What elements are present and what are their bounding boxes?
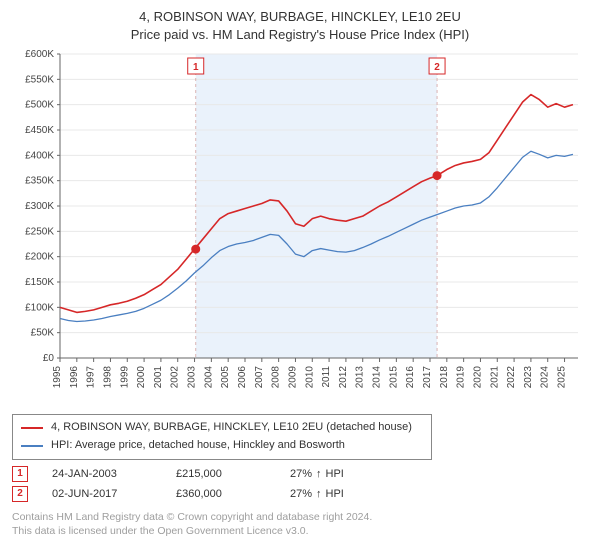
svg-text:2013: 2013 xyxy=(355,366,366,389)
svg-text:£400K: £400K xyxy=(25,151,54,162)
title-main: 4, ROBINSON WAY, BURBAGE, HINCKLEY, LE10… xyxy=(12,8,588,26)
sale-relative: 27% ↑ HPI xyxy=(290,468,344,480)
svg-text:2018: 2018 xyxy=(439,366,450,389)
svg-text:£600K: £600K xyxy=(25,49,54,60)
svg-text:1995: 1995 xyxy=(52,366,63,389)
svg-text:1998: 1998 xyxy=(102,366,113,389)
svg-text:£0: £0 xyxy=(43,353,55,364)
sale-rel-to: HPI xyxy=(326,468,344,480)
sales-table: 1 24-JAN-2003 £215,000 27% ↑ HPI 2 02-JU… xyxy=(12,464,588,504)
arrow-up-icon: ↑ xyxy=(316,488,322,500)
sale-price: £215,000 xyxy=(176,468,266,480)
sale-row: 1 24-JAN-2003 £215,000 27% ↑ HPI xyxy=(12,464,588,484)
footer-line: This data is licensed under the Open Gov… xyxy=(12,524,588,538)
arrow-up-icon: ↑ xyxy=(316,468,322,480)
title-sub: Price paid vs. HM Land Registry's House … xyxy=(12,26,588,44)
svg-text:2010: 2010 xyxy=(304,366,315,389)
svg-text:£200K: £200K xyxy=(25,252,54,263)
svg-text:2006: 2006 xyxy=(237,366,248,389)
svg-text:2003: 2003 xyxy=(187,366,198,389)
svg-text:2002: 2002 xyxy=(170,366,181,389)
sale-marker-box: 1 xyxy=(12,466,28,482)
chart-area: £0 £50K £100K £150K £200K £250K £300K £350K £400… xyxy=(12,48,588,408)
sale-row: 2 02-JUN-2017 £360,000 27% ↑ HPI xyxy=(12,484,588,504)
svg-text:2022: 2022 xyxy=(506,366,517,389)
sale-relative: 27% ↑ HPI xyxy=(290,488,344,500)
svg-text:2012: 2012 xyxy=(338,366,349,389)
sale-date: 02-JUN-2017 xyxy=(52,488,152,500)
sale-rel-to: HPI xyxy=(326,488,344,500)
legend-swatch xyxy=(21,445,43,447)
svg-text:£350K: £350K xyxy=(25,176,54,187)
svg-text:1996: 1996 xyxy=(69,366,80,389)
svg-text:2016: 2016 xyxy=(405,366,416,389)
sale-marker-num: 2 xyxy=(17,488,23,499)
legend: 4, ROBINSON WAY, BURBAGE, HINCKLEY, LE10… xyxy=(12,414,432,459)
svg-text:1: 1 xyxy=(193,62,199,73)
svg-text:2015: 2015 xyxy=(388,366,399,389)
svg-text:2008: 2008 xyxy=(271,366,282,389)
title-block: 4, ROBINSON WAY, BURBAGE, HINCKLEY, LE10… xyxy=(12,8,588,44)
svg-text:£300K: £300K xyxy=(25,201,54,212)
svg-text:£150K: £150K xyxy=(25,277,54,288)
svg-text:£500K: £500K xyxy=(25,100,54,111)
svg-text:2023: 2023 xyxy=(523,366,534,389)
svg-text:2024: 2024 xyxy=(540,366,551,389)
svg-text:2019: 2019 xyxy=(456,366,467,389)
svg-text:2020: 2020 xyxy=(472,366,483,389)
svg-text:2000: 2000 xyxy=(136,366,147,389)
sale-price: £360,000 xyxy=(176,488,266,500)
svg-text:1997: 1997 xyxy=(86,366,97,389)
svg-text:2001: 2001 xyxy=(153,366,164,389)
svg-text:2021: 2021 xyxy=(489,366,500,389)
svg-text:2007: 2007 xyxy=(254,366,265,389)
sale-marker-box: 2 xyxy=(12,486,28,502)
sale-date: 24-JAN-2003 xyxy=(52,468,152,480)
footer-line: Contains HM Land Registry data © Crown c… xyxy=(12,510,588,524)
svg-text:£100K: £100K xyxy=(25,303,54,314)
svg-text:1999: 1999 xyxy=(119,366,130,389)
svg-text:2025: 2025 xyxy=(557,366,568,389)
svg-text:2004: 2004 xyxy=(203,366,214,389)
svg-text:2014: 2014 xyxy=(372,366,383,389)
footer-attribution: Contains HM Land Registry data © Crown c… xyxy=(12,510,588,538)
chart-container: 4, ROBINSON WAY, BURBAGE, HINCKLEY, LE10… xyxy=(0,0,600,560)
svg-text:£50K: £50K xyxy=(31,328,55,339)
legend-item-hpi: HPI: Average price, detached house, Hinc… xyxy=(21,437,423,455)
legend-item-subject: 4, ROBINSON WAY, BURBAGE, HINCKLEY, LE10… xyxy=(21,419,423,437)
sale-rel-pct: 27% xyxy=(290,488,312,500)
svg-text:2011: 2011 xyxy=(321,366,332,388)
sale-marker-num: 1 xyxy=(17,468,23,479)
legend-label: HPI: Average price, detached house, Hinc… xyxy=(51,437,345,455)
svg-text:£250K: £250K xyxy=(25,227,54,238)
svg-text:2: 2 xyxy=(434,62,440,73)
svg-text:2009: 2009 xyxy=(287,366,298,389)
legend-label: 4, ROBINSON WAY, BURBAGE, HINCKLEY, LE10… xyxy=(51,419,412,437)
svg-text:2005: 2005 xyxy=(220,366,231,389)
svg-text:£550K: £550K xyxy=(25,75,54,86)
svg-text:2017: 2017 xyxy=(422,366,433,389)
legend-swatch xyxy=(21,427,43,429)
sale-rel-pct: 27% xyxy=(290,468,312,480)
chart-svg: £0 £50K £100K £150K £200K £250K £300K £350K £400… xyxy=(12,48,588,408)
svg-text:£450K: £450K xyxy=(25,125,54,136)
